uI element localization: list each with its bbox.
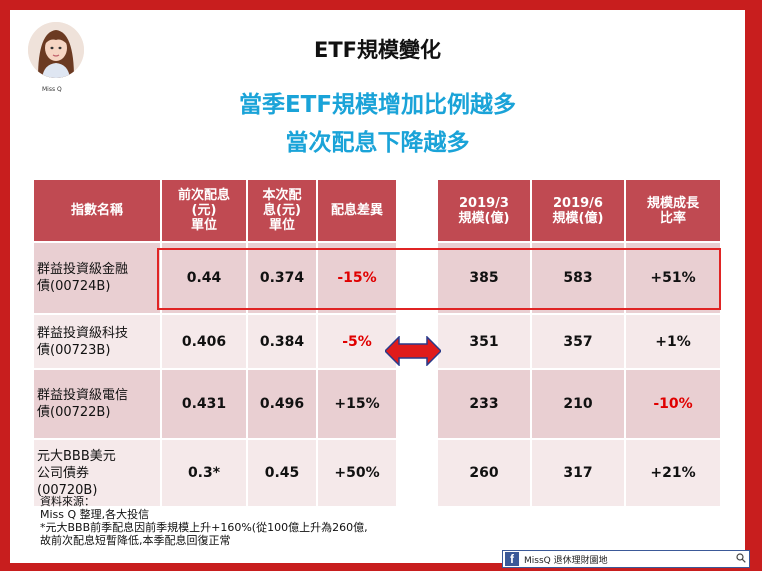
source-label: 資料來源：	[40, 495, 95, 508]
row-curr: 0.374	[246, 241, 318, 315]
facebook-search-bar[interactable]: f MissQ 退休理財園地	[502, 550, 750, 568]
row-name: 元大BBB美元 公司債券 (00720B)	[32, 438, 162, 508]
table-row: 260 317 +21%	[436, 438, 722, 508]
facebook-icon: f	[505, 552, 519, 566]
row-diff: -5%	[316, 313, 398, 370]
row-diff: +15%	[316, 368, 398, 440]
row-prev: 0.431	[160, 368, 248, 440]
facebook-page-name: MissQ 退休理財園地	[524, 555, 608, 566]
double-arrow-icon	[385, 336, 441, 366]
dividend-table: 指數名稱 前次配息 (元) 單位 本次配 息(元) 單位 配息差異	[32, 178, 398, 508]
avatar-illustration	[28, 22, 84, 78]
row-curr: 0.384	[246, 313, 318, 370]
table-row: 群益投資級科技 債(00723B) 0.406 0.384 -5%	[32, 313, 398, 370]
row-name: 群益投資級科技 債(00723B)	[32, 313, 162, 370]
row-q2: 357	[530, 313, 626, 370]
row-growth: +1%	[624, 313, 722, 370]
avatar	[28, 22, 84, 78]
highlight-box	[157, 248, 721, 310]
header-dividend-diff: 配息差異	[316, 178, 398, 243]
table-row: 元大BBB美元 公司債券 (00720B) 0.3* 0.45 +50%	[32, 438, 398, 508]
source-footnote-1: *元大BBB前季配息因前季規模上升+160%(從100億上升為260億,	[40, 521, 368, 534]
row-growth: +51%	[624, 241, 722, 315]
header-scale-q2: 2019/6 規模(億)	[530, 178, 626, 243]
avatar-caption: Miss Q	[42, 86, 62, 93]
table-row: 群益投資級電信 債(00722B) 0.431 0.496 +15%	[32, 368, 398, 440]
header-index-name: 指數名稱	[32, 178, 162, 243]
source-footnote-2: 故前次配息短暫降低,本季配息回復正常	[40, 534, 231, 547]
slide: Miss Q ETF規模變化 當季ETF規模增加比例越多 當次配息下降越多 指數…	[10, 10, 750, 568]
row-q1: 233	[436, 368, 532, 440]
header-growth: 規模成長 比率	[624, 178, 722, 243]
search-icon[interactable]	[733, 552, 749, 566]
page-subtitle-1: 當季ETF規模增加比例越多	[238, 92, 517, 118]
row-q2: 210	[530, 368, 626, 440]
header-prev-dividend: 前次配息 (元) 單位	[160, 178, 248, 243]
table-header-row: 2019/3 規模(億) 2019/6 規模(億) 規模成長 比率	[436, 178, 722, 243]
row-prev: 0.3*	[160, 438, 248, 508]
row-q1: 385	[436, 241, 532, 315]
row-prev: 0.44	[160, 241, 248, 315]
source-author: Miss Q 整理,各大投信	[40, 508, 150, 521]
row-q1: 260	[436, 438, 532, 508]
table-row: 群益投資級金融 債(00724B) 0.44 0.374 -15%	[32, 241, 398, 315]
row-name: 群益投資級電信 債(00722B)	[32, 368, 162, 440]
row-q1: 351	[436, 313, 532, 370]
row-growth: -10%	[624, 368, 722, 440]
table-row: 233 210 -10%	[436, 368, 722, 440]
row-curr: 0.45	[246, 438, 318, 508]
row-q2: 317	[530, 438, 626, 508]
source-note: 資料來源： Miss Q 整理,各大投信 *元大BBB前季配息因前季規模上升+1…	[40, 495, 368, 547]
row-curr: 0.496	[246, 368, 318, 440]
scale-table: 2019/3 規模(億) 2019/6 規模(億) 規模成長 比率 385 583 +…	[436, 178, 722, 508]
header-curr-dividend: 本次配 息(元) 單位	[246, 178, 318, 243]
row-growth: +21%	[624, 438, 722, 508]
table-header-row: 指數名稱 前次配息 (元) 單位 本次配 息(元) 單位 配息差異	[32, 178, 398, 243]
page-title: ETF規模變化	[313, 38, 441, 62]
row-q2: 583	[530, 241, 626, 315]
table-row: 385 583 +51%	[436, 241, 722, 315]
row-prev: 0.406	[160, 313, 248, 370]
header-scale-q1: 2019/3 規模(億)	[436, 178, 532, 243]
page-subtitle-2: 當次配息下降越多	[285, 130, 470, 156]
table-row: 351 357 +1%	[436, 313, 722, 370]
row-diff: -15%	[316, 241, 398, 315]
row-diff: +50%	[316, 438, 398, 508]
row-name: 群益投資級金融 債(00724B)	[32, 241, 162, 315]
